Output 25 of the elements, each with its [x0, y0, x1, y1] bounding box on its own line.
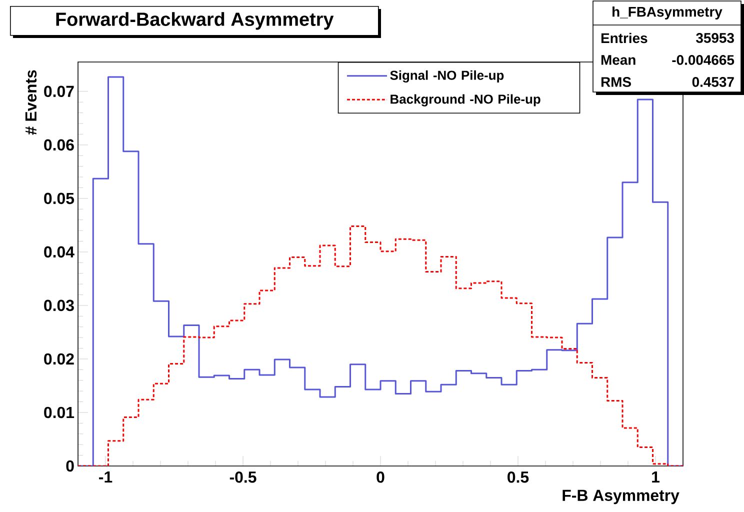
- y-tick-label: 0.06: [44, 139, 74, 151]
- annotation: Mean: [601, 55, 636, 65]
- y-tick-label: 0.07: [44, 86, 74, 98]
- annotation: -0.004665: [672, 55, 734, 65]
- legend-label: Background -NO Pile-up: [390, 94, 540, 106]
- legend-label: Signal -NO Pile-up: [390, 70, 504, 83]
- y-axis-title: # Events: [25, 70, 37, 135]
- x-axis-title: F-B Asymmetry: [562, 490, 680, 504]
- text: Entries: [601, 32, 648, 44]
- x-tick-label: 0: [376, 472, 384, 483]
- y-tick-label: 0.02: [44, 353, 74, 365]
- text: 0.4537: [692, 77, 734, 87]
- x-tick-label: 1: [652, 472, 660, 482]
- x-tick-label: -1: [99, 472, 112, 482]
- y-tick-label: 0.05: [44, 192, 74, 204]
- text: h_FBAsymmetry: [612, 6, 722, 20]
- annotation: RMS: [601, 77, 631, 87]
- text: 35953: [696, 33, 734, 43]
- y-tick-label: 0.03: [44, 300, 74, 312]
- chart-title: Forward-Backward Asymmetry: [56, 12, 334, 30]
- y-tick-label: 0.01: [44, 406, 74, 418]
- x-tick-label: 0.5: [508, 472, 529, 483]
- y-tick-label: 0: [66, 460, 74, 472]
- x-tick-label: -0.5: [230, 472, 256, 483]
- y-tick-label: 0.04: [44, 246, 74, 258]
